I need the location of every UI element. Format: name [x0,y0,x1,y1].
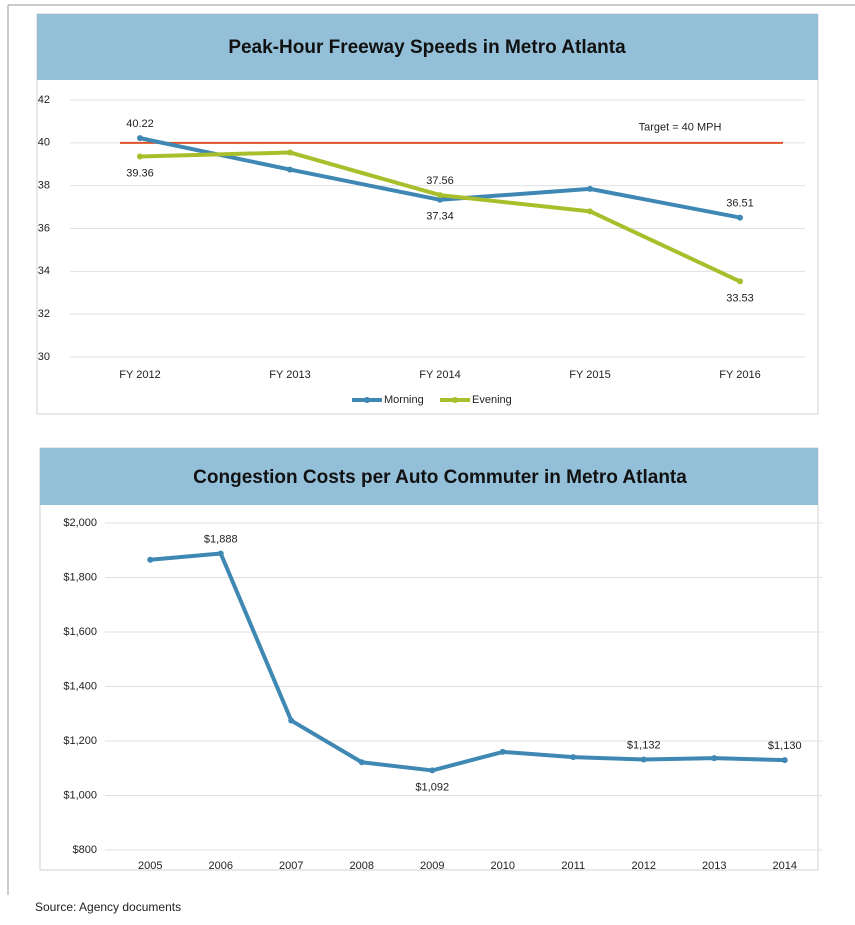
chart-box [36,13,819,415]
data-label: 37.34 [426,211,454,223]
y-tick-label: 40 [38,137,50,149]
data-label: 33.53 [726,292,754,304]
data-point [287,166,293,173]
y-tick-label: $1,000 [63,789,97,801]
chart-title: Peak-Hour Freeway Speeds in Metro Atlant… [228,37,626,58]
data-point [137,153,143,160]
target-label: Target = 40 MPH [639,122,722,134]
data-label: 40.22 [126,118,154,130]
data-point [287,149,293,156]
y-tick-label: 32 [38,308,50,320]
x-tick-label: 2014 [773,860,797,872]
data-label: $1,888 [204,533,238,545]
y-tick-label: 42 [38,94,50,106]
x-tick-label: 2008 [350,860,374,872]
data-label: 39.36 [126,167,154,179]
legend-marker [452,397,458,403]
data-point [781,757,788,764]
legend-marker [364,397,370,403]
data-point [570,754,577,761]
x-tick-label: 2012 [632,860,656,872]
data-point [499,748,506,755]
chart-title: Congestion Costs per Auto Commuter in Me… [193,467,687,488]
x-tick-label: 2010 [491,860,515,872]
x-tick-label: FY 2013 [269,369,310,381]
y-tick-label: $1,200 [63,735,97,747]
data-point [437,192,443,199]
y-tick-label: 34 [38,265,50,277]
data-point [358,759,365,766]
y-tick-label: 30 [38,351,50,363]
data-point [147,556,154,563]
x-tick-label: FY 2016 [719,369,760,381]
title-bar [37,14,818,80]
data-label: 37.56 [426,175,454,187]
y-tick-label: 38 [38,180,50,192]
title-bar [40,448,818,505]
data-label: $1,130 [768,740,802,752]
data-point [429,767,436,774]
data-label: 36.51 [726,197,754,209]
data-point [737,214,743,221]
data-point [587,208,593,215]
source-note: Source: Agency documents [35,900,181,914]
x-tick-label: 2006 [209,860,233,872]
data-point [137,135,143,142]
y-tick-label: $1,800 [63,571,97,583]
data-point [737,278,743,285]
data-line [150,551,785,773]
data-point [640,756,647,763]
legend-label: Morning [384,394,424,406]
data-label: $1,132 [627,739,661,751]
x-tick-label: 2007 [279,860,303,872]
data-label: $1,092 [415,781,449,793]
x-tick-label: FY 2014 [419,369,460,381]
x-tick-label: FY 2012 [119,369,160,381]
data-point [587,185,593,192]
data-point [437,196,443,203]
data-point [711,755,718,762]
y-tick-label: $2,000 [63,517,97,529]
y-tick-label: $1,400 [63,680,97,692]
legend-label: Evening [472,394,512,406]
x-tick-label: 2011 [561,860,585,872]
y-tick-label: $1,600 [63,626,97,638]
data-point [217,550,224,557]
x-tick-label: FY 2015 [569,369,610,381]
chart-box [39,447,819,871]
x-tick-label: 2013 [702,860,726,872]
y-tick-label: 36 [38,222,50,234]
x-tick-label: 2009 [420,860,444,872]
data-point [288,717,295,724]
x-tick-label: 2005 [138,860,162,872]
y-tick-label: $800 [73,844,97,856]
